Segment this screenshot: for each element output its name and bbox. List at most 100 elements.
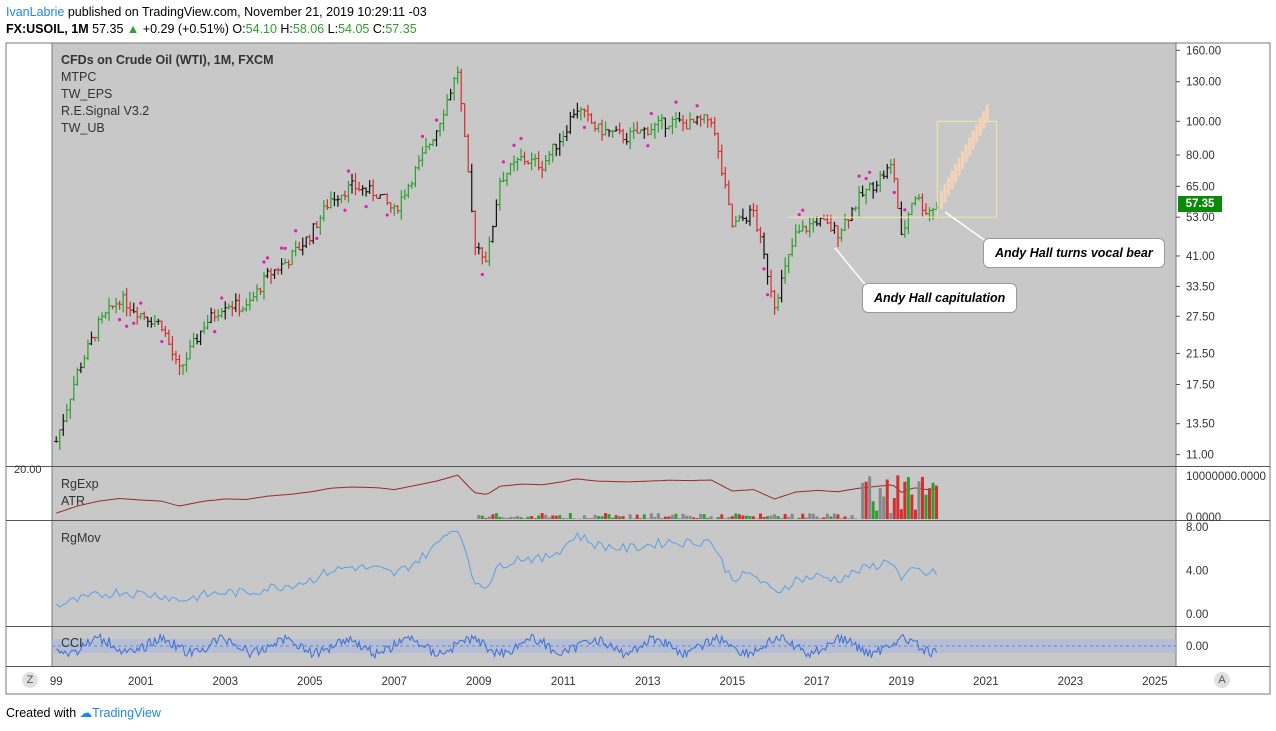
atr-bar bbox=[811, 513, 815, 519]
cci-label[interactable]: CCI bbox=[61, 636, 83, 650]
signal-dot bbox=[385, 213, 389, 217]
atr-bar bbox=[737, 514, 741, 519]
tradingview-brand[interactable]: TradingView bbox=[92, 706, 161, 720]
atr-bar bbox=[635, 514, 639, 519]
indicator-mtpc[interactable]: MTPC bbox=[61, 70, 97, 84]
atr-bar bbox=[868, 476, 872, 519]
low-value: 54.05 bbox=[338, 22, 370, 36]
atr-bar bbox=[815, 516, 819, 519]
chart-header: IvanLabrie published on TradingView.com,… bbox=[6, 4, 427, 38]
atr-bar bbox=[660, 518, 664, 519]
atr-bar bbox=[836, 514, 840, 519]
atr-bar bbox=[604, 513, 608, 519]
signal-dot bbox=[315, 236, 319, 240]
atr-bar bbox=[582, 515, 586, 519]
atr-bar bbox=[730, 516, 734, 519]
atr-bar bbox=[720, 514, 724, 519]
atr-bar bbox=[628, 514, 632, 519]
atr-bar bbox=[818, 518, 822, 519]
rgexp-tick-label: 0.0000 bbox=[1186, 512, 1221, 524]
x-tick-label: 2025 bbox=[1142, 676, 1168, 688]
atr-bar bbox=[699, 513, 703, 519]
y-tick-label: 65.00 bbox=[1186, 181, 1215, 193]
atr-bar bbox=[618, 516, 622, 519]
signal-dot bbox=[139, 301, 143, 305]
atr-bar bbox=[854, 518, 858, 519]
atr-bar bbox=[611, 517, 615, 519]
signal-dot bbox=[512, 143, 516, 147]
atr-bar bbox=[530, 516, 534, 519]
signal-dot bbox=[160, 339, 164, 344]
atr-bar bbox=[906, 477, 910, 519]
y-tick-label: 100.00 bbox=[1186, 116, 1221, 128]
signal-dot bbox=[892, 190, 896, 195]
atr-bar bbox=[487, 516, 491, 519]
atr-bar bbox=[561, 518, 565, 519]
atr-bar bbox=[706, 517, 710, 519]
indicator-re-signal[interactable]: R.E.Signal V3.2 bbox=[61, 104, 150, 118]
rgexp-line bbox=[56, 474, 937, 514]
atr-bar bbox=[924, 494, 928, 519]
rgmov-tick-label: 8.00 bbox=[1186, 522, 1208, 534]
atr-bar bbox=[653, 516, 657, 519]
indicator-tw-eps[interactable]: TW_EPS bbox=[61, 87, 113, 101]
symbol-label[interactable]: FX:USOIL, 1M bbox=[6, 22, 89, 36]
callout-vocal-bear: Andy Hall turns vocal bear bbox=[983, 238, 1165, 268]
atr-bar bbox=[829, 516, 833, 519]
atr-bar bbox=[586, 517, 590, 519]
x-tick-label: 2017 bbox=[804, 676, 830, 688]
atr-bar bbox=[491, 514, 495, 519]
signal-dot bbox=[265, 256, 270, 260]
atr-bar bbox=[899, 509, 903, 519]
atr-bar bbox=[892, 498, 896, 519]
chart-frame bbox=[5, 42, 1271, 695]
x-tick-label: 2005 bbox=[297, 676, 323, 688]
atr-bar bbox=[716, 516, 720, 519]
signal-dot bbox=[420, 134, 425, 138]
atr-bar bbox=[766, 516, 770, 519]
indicator-tw-ub[interactable]: TW_UB bbox=[61, 121, 105, 135]
signal-dot bbox=[674, 100, 678, 104]
main-series-label[interactable]: CFDs on Crude Oil (WTI), 1M, FXCM bbox=[61, 53, 274, 67]
atr-bar bbox=[526, 516, 530, 519]
atr-bar bbox=[769, 515, 773, 519]
auto-scale-button[interactable]: A bbox=[1214, 672, 1230, 688]
footer: Created with ☁TradingView bbox=[6, 705, 161, 720]
cci-line bbox=[56, 632, 938, 660]
atr-bar bbox=[801, 513, 805, 519]
rgmov-label[interactable]: RgMov bbox=[61, 531, 101, 545]
created-with-text: Created with bbox=[6, 706, 77, 720]
author-link[interactable]: IvanLabrie bbox=[6, 5, 65, 19]
atr-bar bbox=[917, 481, 921, 519]
cci-tick-label: 0.00 bbox=[1186, 641, 1208, 653]
atr-bar bbox=[878, 487, 882, 519]
close-value: 57.35 bbox=[385, 22, 417, 36]
atr-label[interactable]: ATR bbox=[61, 494, 86, 508]
atr-bar bbox=[875, 510, 879, 519]
signal-dot bbox=[646, 144, 650, 148]
rgmov-tick-label: 0.00 bbox=[1186, 609, 1208, 621]
publish-line: IvanLabrie published on TradingView.com,… bbox=[6, 4, 427, 21]
atr-bar bbox=[797, 517, 801, 519]
atr-bar bbox=[928, 488, 932, 519]
atr-bar bbox=[762, 516, 766, 519]
ohlc-line: FX:USOIL, 1M 57.35 ▲ +0.29 (+0.51%) O:54… bbox=[6, 21, 427, 38]
high-label: H: bbox=[280, 22, 293, 36]
atr-bar bbox=[882, 496, 886, 519]
x-tick-label: 2023 bbox=[1058, 676, 1084, 688]
rgexp-label[interactable]: RgExp bbox=[61, 477, 99, 491]
atr-bar bbox=[642, 514, 646, 519]
y-tick-label: 17.50 bbox=[1186, 379, 1215, 391]
atr-bar bbox=[681, 513, 685, 519]
x-tick-label: 99 bbox=[50, 676, 63, 688]
zoom-reset-button[interactable]: Z bbox=[22, 672, 38, 688]
callout-pointer bbox=[834, 247, 869, 289]
change-arrow-icon: ▲ bbox=[126, 22, 140, 36]
signal-dot bbox=[801, 208, 805, 212]
atr-bar bbox=[667, 516, 671, 519]
signal-dot bbox=[125, 324, 129, 328]
atr-bar bbox=[558, 515, 562, 519]
signal-dot bbox=[480, 272, 484, 277]
callout-capitulation: Andy Hall capitulation bbox=[862, 283, 1018, 313]
signal-dot bbox=[765, 293, 770, 297]
